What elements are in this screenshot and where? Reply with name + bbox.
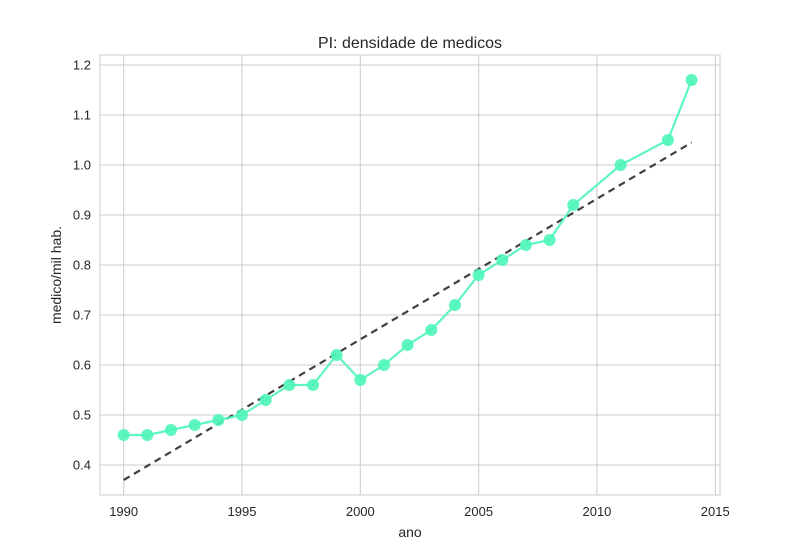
x-tick-label: 2015 — [701, 504, 730, 519]
data-point — [117, 429, 130, 441]
y-tick-label: 0.7 — [73, 308, 91, 323]
x-tick-labels: 1990 1995 2000 2005 2010 2015 — [109, 504, 730, 519]
data-point — [306, 379, 319, 391]
data-point — [472, 269, 485, 281]
data-point — [685, 74, 698, 86]
y-axis-label: medico/mil hab. — [48, 226, 64, 324]
data-point — [164, 424, 177, 436]
y-tick-label: 0.5 — [73, 408, 91, 423]
data-point — [259, 394, 272, 406]
data-point — [188, 419, 201, 431]
data-point — [496, 254, 509, 266]
y-tick-label: 1.1 — [73, 108, 91, 123]
data-point — [212, 414, 225, 426]
series-group — [117, 74, 698, 441]
data-point — [141, 429, 154, 441]
x-tick-label: 1990 — [109, 504, 138, 519]
x-tick-label: 2010 — [582, 504, 611, 519]
data-point — [401, 339, 414, 351]
data-point — [661, 134, 674, 146]
data-point — [448, 299, 461, 311]
data-point — [425, 324, 438, 336]
y-tick-label: 0.9 — [73, 208, 91, 223]
data-point — [235, 409, 248, 421]
chart-title: PI: densidade de medicos — [318, 35, 502, 52]
data-point — [519, 239, 532, 251]
data-point — [543, 234, 556, 246]
x-tick-label: 2000 — [346, 504, 375, 519]
x-tick-label: 1995 — [228, 504, 257, 519]
data-point — [614, 159, 627, 171]
x-axis-label: ano — [398, 524, 422, 540]
plot-frame — [99, 54, 721, 496]
data-point — [567, 199, 580, 211]
y-tick-label: 0.8 — [73, 258, 91, 273]
x-tick-label: 2005 — [464, 504, 493, 519]
y-tick-label: 0.6 — [73, 358, 91, 373]
y-tick-label: 0.4 — [73, 458, 91, 473]
data-point — [283, 379, 296, 391]
y-tick-label: 1.0 — [73, 158, 91, 173]
data-point — [354, 374, 367, 386]
y-tick-label: 1.2 — [73, 58, 91, 73]
data-point — [377, 359, 390, 371]
y-tick-labels: 0.4 0.5 0.6 0.7 0.8 0.9 1.0 1.1 1.2 — [73, 58, 91, 473]
data-point — [330, 349, 343, 361]
